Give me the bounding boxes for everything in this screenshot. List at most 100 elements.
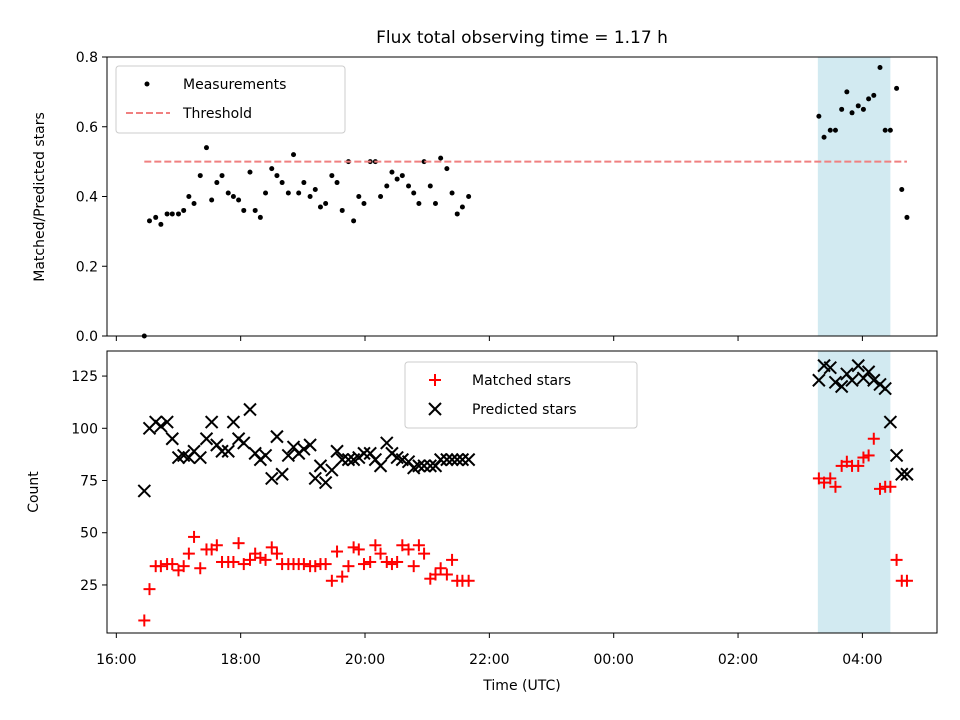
- measurement-point: [356, 194, 362, 199]
- predicted-stars-point: [828, 375, 843, 390]
- bottom-y-axis-label: Count: [26, 471, 42, 513]
- x-tick-label: 16:00: [96, 652, 136, 668]
- measurement-point: [158, 221, 164, 227]
- y-tick-label: 75: [80, 474, 98, 490]
- predicted-stars-point: [417, 459, 431, 473]
- legend-predicted-marker: [428, 402, 442, 416]
- legend-matched-label: Matched stars: [472, 373, 571, 389]
- matched-stars-point: [852, 459, 865, 472]
- top-legend: Measurements Threshold: [115, 65, 346, 134]
- predicted-stars-point: [204, 415, 219, 429]
- matched-stars-point: [319, 558, 332, 571]
- matched-stars-point: [434, 562, 447, 575]
- predicted-stars-point: [330, 444, 344, 458]
- measurement-point: [877, 64, 883, 70]
- top-highlight-span: [817, 57, 891, 336]
- measurement-point: [230, 194, 236, 199]
- measurement-point: [466, 194, 472, 199]
- measurement-point: [263, 190, 269, 196]
- predicted-stars-point: [823, 361, 837, 375]
- bottom-legend: Matched stars Predicted stars: [404, 361, 638, 429]
- matched-stars-point: [857, 451, 870, 464]
- x-tick-label: 22:00: [469, 652, 509, 668]
- predicted-stars-point: [895, 467, 909, 481]
- predicted-stars-point: [297, 442, 311, 456]
- predicted-stars-point: [851, 358, 865, 373]
- matched-stars-point: [336, 570, 349, 583]
- legend-measurements-marker: [144, 81, 150, 87]
- measurement-point: [323, 200, 329, 206]
- measurement-point: [384, 183, 390, 189]
- predicted-stars-point: [258, 448, 273, 463]
- predicted-stars-point: [313, 459, 328, 473]
- predicted-stars-point: [455, 452, 470, 467]
- matched-stars-point: [357, 558, 370, 571]
- measurement-point: [296, 190, 302, 196]
- predicted-stars-point: [265, 471, 279, 486]
- measurement-point: [339, 207, 345, 213]
- measurement-point: [432, 200, 438, 206]
- y-tick-label: 0.8: [76, 50, 98, 66]
- predicted-stars-point: [834, 379, 849, 394]
- measurement-point: [454, 211, 460, 217]
- matched-stars-point: [331, 545, 344, 558]
- predicted-stars-point: [867, 373, 881, 387]
- matched-stars-point: [342, 560, 355, 573]
- predicted-stars-point: [423, 459, 438, 473]
- legend-threshold-label: Threshold: [182, 106, 252, 122]
- matched-stars-point: [270, 547, 283, 560]
- measurement-point: [855, 103, 861, 109]
- y-tick-label: 25: [80, 578, 98, 594]
- measurement-point: [449, 190, 455, 196]
- measurement-point: [361, 200, 367, 206]
- matched-stars-point: [824, 472, 837, 485]
- matched-stars-point: [407, 560, 420, 573]
- matched-stars-point: [243, 553, 256, 566]
- legend-predicted-label: Predicted stars: [472, 402, 577, 418]
- predicted-stars-point: [812, 373, 826, 387]
- measurement-point: [219, 173, 225, 179]
- measurement-point: [411, 190, 417, 196]
- y-tick-label: 100: [71, 421, 98, 437]
- matched-stars-point: [380, 555, 393, 568]
- predicted-stars-point: [270, 429, 284, 444]
- measurement-point: [394, 176, 400, 182]
- predicted-stars-point: [433, 452, 448, 467]
- measurement-point: [191, 200, 197, 206]
- figure-title: Flux total observing time = 1.17 h: [376, 28, 668, 48]
- matched-stars-point: [391, 555, 404, 568]
- predicted-stars-point: [303, 438, 317, 452]
- measurement-point: [459, 204, 465, 210]
- matched-stars-point: [818, 476, 831, 489]
- predicted-stars-point: [215, 444, 229, 458]
- measurement-point: [899, 187, 905, 193]
- x-tick-label: 02:00: [718, 652, 758, 668]
- measurement-point: [236, 197, 242, 203]
- y-tick-label: 50: [80, 526, 98, 542]
- measurement-point: [175, 211, 181, 217]
- measurement-point: [214, 180, 220, 186]
- measurement-point: [269, 166, 275, 172]
- measurement-point: [832, 127, 838, 133]
- predicted-stars-point: [900, 467, 914, 481]
- measurement-point: [406, 183, 412, 189]
- measurement-point: [421, 159, 427, 165]
- predicted-stars-point: [461, 452, 476, 467]
- measurement-point: [169, 211, 175, 217]
- predicted-stars-point: [883, 415, 898, 429]
- predicted-stars-point: [281, 448, 296, 463]
- matched-stars-point: [227, 555, 240, 568]
- predicted-stars-point: [878, 381, 892, 396]
- measurement-point: [444, 166, 450, 172]
- predicted-stars-point: [845, 373, 859, 387]
- matched-stars-point: [884, 480, 897, 493]
- measurement-point: [351, 218, 357, 224]
- predicted-stars-point: [357, 446, 371, 461]
- legend-measurements-label: Measurements: [183, 77, 286, 93]
- measurement-point: [399, 173, 405, 179]
- predicted-stars-point: [193, 450, 207, 465]
- measurement-point: [427, 183, 433, 189]
- measurement-point: [887, 127, 893, 133]
- predicted-stars-point: [275, 467, 289, 481]
- matched-stars-point: [352, 543, 365, 556]
